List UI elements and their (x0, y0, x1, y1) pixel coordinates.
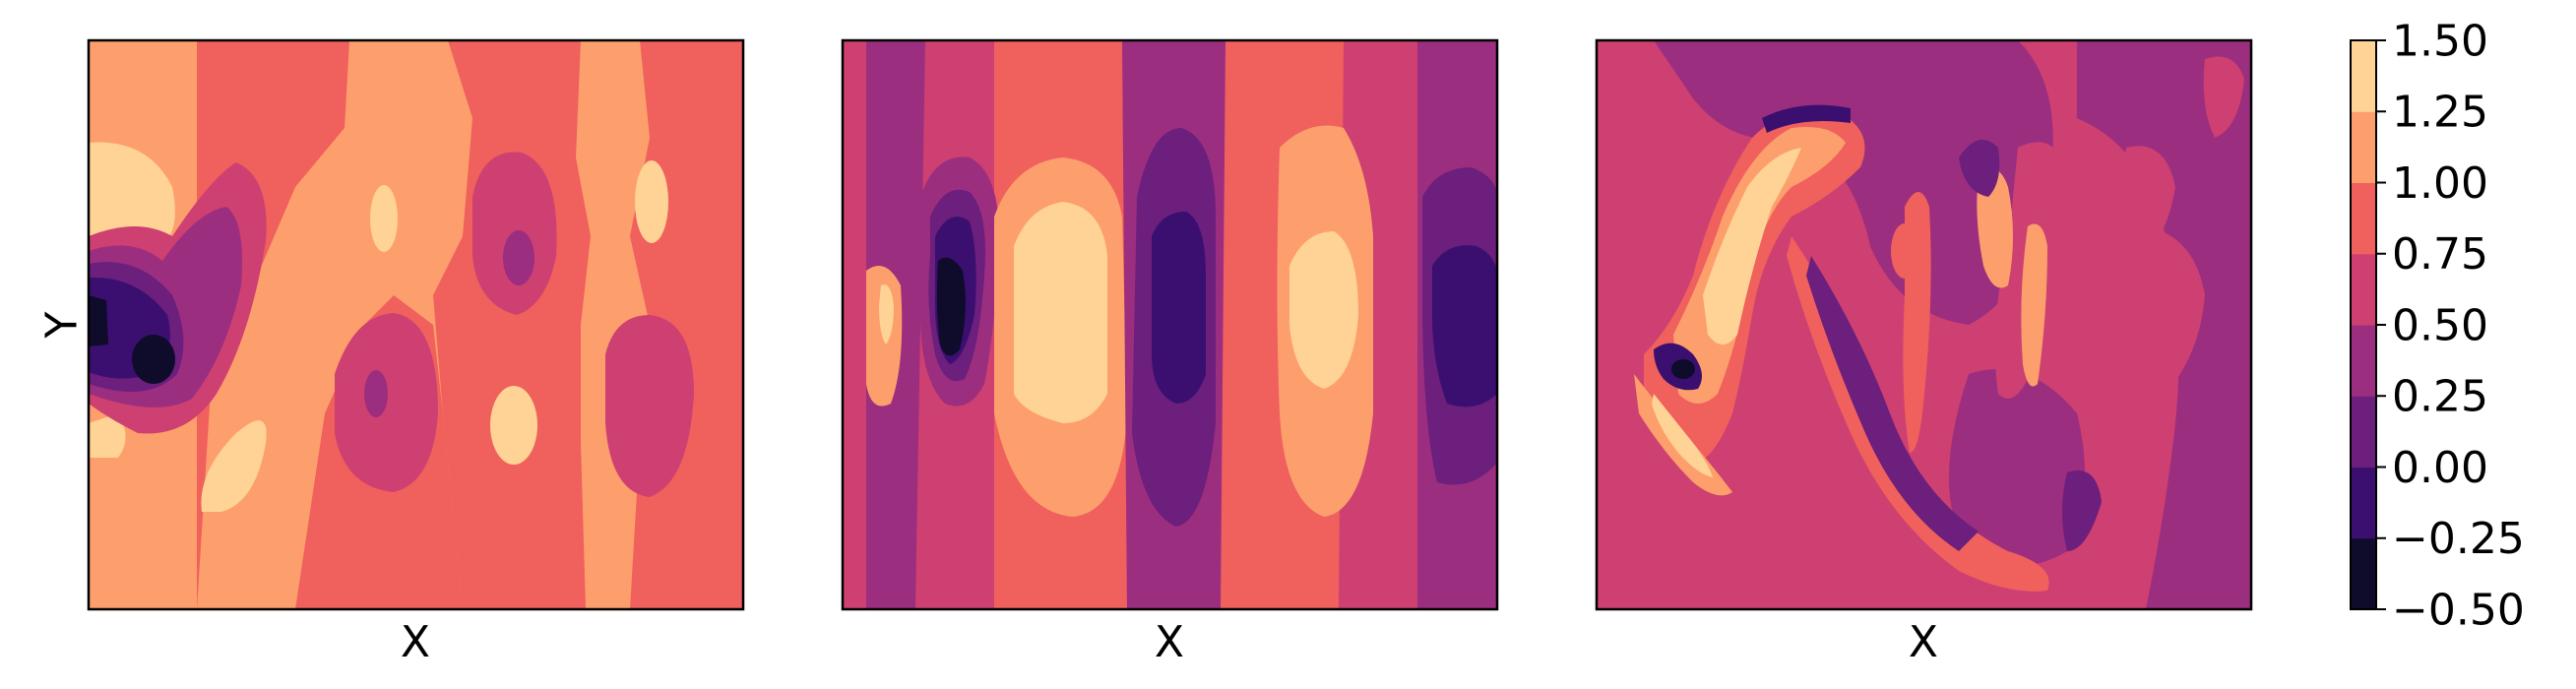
level-band (605, 315, 694, 497)
colorbar-tick-label: −0.50 (2392, 585, 2525, 635)
level-band (2146, 226, 2205, 394)
level-band (2077, 40, 2251, 609)
colorbar-segment (2351, 325, 2376, 397)
level-band (1014, 202, 1107, 423)
level-band (1806, 256, 1979, 551)
level-band (490, 386, 537, 465)
x-axis-label: X (1909, 617, 1938, 667)
panel-1: X Y (36, 38, 745, 667)
plot-frame (841, 38, 1499, 611)
level-band (1762, 104, 1851, 133)
level-band (1671, 359, 1695, 379)
level-band (1949, 369, 2085, 566)
colorbar-tick-label: 0.75 (2392, 229, 2488, 280)
contour-field-2 (843, 40, 1497, 609)
level-band (1959, 140, 2000, 197)
level-band (635, 160, 668, 243)
level-band (433, 40, 591, 609)
level-band (936, 257, 966, 356)
contour-field-3 (1597, 40, 2251, 609)
colorbar-segment (2351, 111, 2376, 183)
level-band (370, 185, 398, 252)
level-band (89, 142, 175, 246)
plot-frame (87, 38, 745, 611)
colorbar-tick-label: 1.00 (2392, 158, 2488, 209)
panel-2: X (841, 38, 1499, 667)
level-band (2062, 470, 2102, 551)
level-band (879, 284, 894, 344)
level-band (2021, 223, 2047, 387)
level-band (1289, 231, 1358, 389)
level-band (2120, 146, 2175, 256)
colorbar-tick-label: 1.50 (2392, 16, 2488, 66)
colorbar: −0.50 −0.25 0.00 0.25 0.50 0.75 1.00 1.25 1.50 (2350, 16, 2525, 635)
level-band (295, 40, 349, 118)
plot-frame (1595, 38, 2253, 611)
colorbar-tick-label: 0.50 (2392, 300, 2488, 350)
level-band (89, 295, 108, 346)
contour-field-1 (89, 40, 743, 609)
y-axis-label: Y (36, 311, 87, 339)
level-band (1152, 212, 1206, 404)
level-band (1432, 245, 1497, 407)
colorbar-segment (2351, 467, 2376, 539)
level-band (1977, 169, 2013, 288)
x-axis-label: X (1155, 617, 1184, 667)
colorbar-segment (2351, 40, 2376, 112)
colorbar-segment (2351, 182, 2376, 255)
level-band (503, 230, 534, 285)
x-axis-label: X (401, 617, 430, 667)
colorbar-segment (2351, 396, 2376, 468)
level-band (132, 335, 175, 384)
level-band (1654, 40, 2053, 325)
level-band (1652, 394, 1713, 477)
level-band (1891, 223, 1918, 279)
colorbar-tick-label: 0.00 (2392, 443, 2488, 493)
panel-3: X (1595, 38, 2253, 667)
colorbar-tick-label: 1.25 (2392, 88, 2488, 138)
level-band (1703, 148, 1801, 344)
colorbar-tick-label: 0.25 (2392, 372, 2488, 422)
level-band (201, 420, 267, 512)
colorbar-segment (2351, 537, 2376, 610)
colorbar-tick-label: −0.25 (2392, 514, 2525, 564)
colorbar-segment (2351, 253, 2376, 326)
level-band (89, 413, 126, 458)
level-band (2203, 56, 2244, 138)
level-band (364, 370, 388, 417)
